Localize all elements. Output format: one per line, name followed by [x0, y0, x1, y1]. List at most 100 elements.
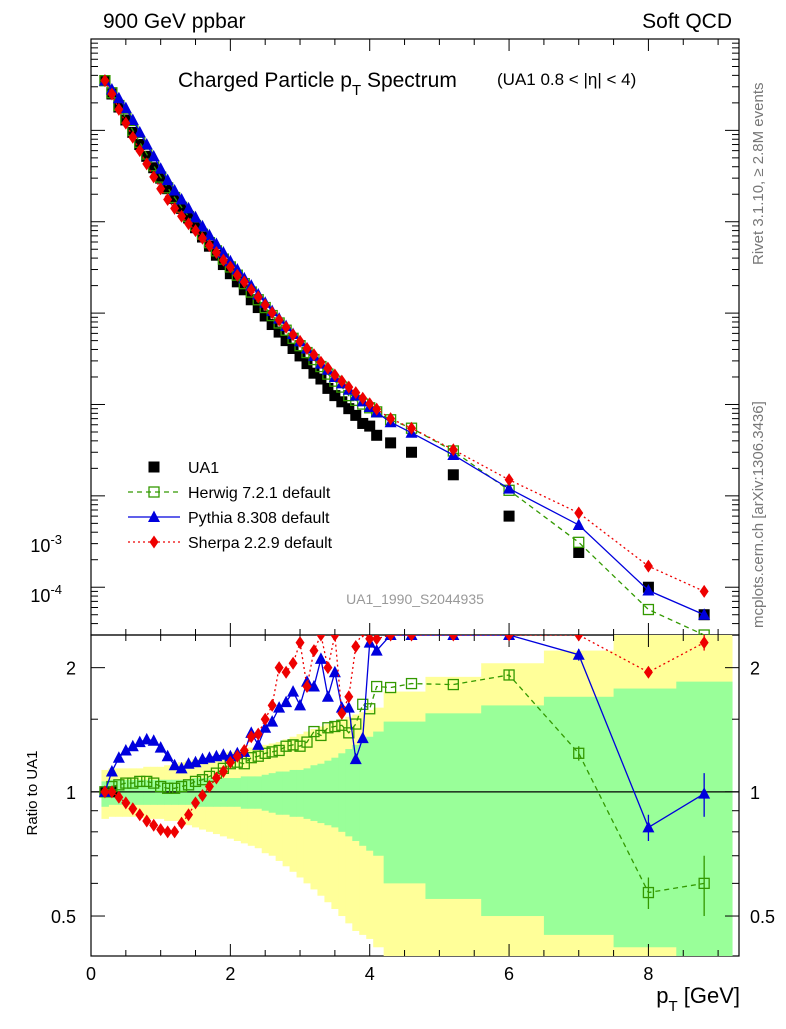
data-point-sherpa-2-2-9-default: [372, 402, 382, 416]
ratio-point-herwig-7-2-1-default: [447, 678, 459, 691]
data-point-ua1: [259, 310, 271, 322]
data-point-sherpa-2-2-9-default: [100, 74, 110, 88]
ratio-point-sherpa-2-2-9-default: [253, 727, 263, 741]
data-point-sherpa-2-2-9-default: [211, 246, 221, 260]
data-point-ua1: [280, 335, 292, 347]
xaxis-label: pT [GeV]: [656, 983, 740, 1015]
band-green-bin: [317, 763, 325, 824]
ratio-point-sherpa-2-2-9-default: [163, 825, 173, 839]
ratio-point-herwig-7-2-1-default: [273, 744, 285, 757]
data-point-pythia-8-308-default: [572, 518, 585, 530]
data-point-pythia-8-308-default: [168, 183, 181, 196]
ratio-point-sherpa-2-2-9-default: [267, 698, 277, 712]
ratio-point-herwig-7-2-1-default: [245, 752, 257, 764]
data-point-ua1: [357, 417, 369, 429]
band-green-bin: [289, 769, 298, 817]
data-point-sherpa-2-2-9-default: [107, 87, 117, 101]
ratio-point-sherpa-2-2-9-default: [360, 635, 365, 638]
data-point-sherpa-2-2-9-default: [253, 290, 263, 304]
data-point-pythia-8-308-default: [119, 101, 132, 114]
axis-ticks: 0 2 4 6 8 0.5 0.5 1 1 2 2: [51, 38, 775, 984]
ratio-point-sherpa-2-2-9-default: [574, 635, 584, 642]
ratio-point-pythia-8-308-default: [294, 698, 307, 711]
data-point-pythia-8-308-default: [203, 228, 216, 241]
data-point-ua1: [308, 367, 320, 379]
ratio-point-sherpa-2-2-9-default: [191, 796, 201, 810]
legend-marker-pythia-8-308-default: [148, 510, 160, 522]
legend-marker-ua1: [148, 461, 160, 473]
legend-marker-herwig-7-2-1-default: [148, 486, 160, 498]
ratio-ytick-label-right: 2: [750, 659, 760, 679]
ratio-point-sherpa-2-2-9-default: [323, 661, 333, 675]
ratio-point-sherpa-2-2-9-default: [643, 665, 653, 679]
data-point-pythia-8-308-default: [175, 193, 188, 205]
data-point-sherpa-2-2-9-default: [302, 341, 312, 355]
data-point-pythia-8-308-default: [217, 246, 230, 258]
xtick-label: 8: [643, 964, 653, 984]
data-point-pythia-8-308-default: [189, 210, 202, 223]
chart-title-cut: (UA1 0.8 < |η| < 4): [497, 70, 636, 89]
ratio-point-herwig-7-2-1-default: [134, 775, 146, 788]
data-point-ua1: [371, 429, 383, 441]
data-point-pythia-8-308-default: [112, 91, 125, 104]
data-point-sherpa-2-2-9-default: [232, 268, 242, 282]
chart-title: Charged Particle pT Spectrum: [178, 69, 457, 99]
ratio-point-herwig-7-2-1-default: [287, 739, 299, 751]
ratio-point-sherpa-2-2-9-default: [386, 635, 396, 642]
ratio-point-pythia-8-308-default: [119, 743, 132, 756]
legend-label-herwig-7-2-1-default: Herwig 7.2.1 default: [188, 485, 331, 502]
ratio-point-sherpa-2-2-9-default: [239, 743, 249, 757]
ratio-point-herwig-7-2-1-default: [384, 681, 397, 694]
header-left: 900 GeV ppbar: [103, 10, 245, 33]
ratio-point-sherpa-2-2-9-default: [107, 785, 117, 799]
data-point-ua1: [350, 409, 362, 421]
data-point-ua1: [503, 510, 515, 522]
ratio-point-sherpa-2-2-9-default: [337, 706, 347, 720]
ratio-point-sherpa-2-2-9-default: [330, 635, 340, 642]
ratio-point-pythia-8-308-default: [168, 758, 181, 771]
data-point-sherpa-2-2-9-default: [448, 443, 458, 457]
ratio-point-pythia-8-308-default: [126, 739, 139, 752]
data-point-sherpa-2-2-9-default: [114, 102, 124, 116]
data-point-ua1: [141, 150, 153, 162]
ratio-point-sherpa-2-2-9-default: [149, 818, 159, 832]
ratio-point-pythia-8-308-default: [321, 690, 334, 702]
ratio-point-herwig-7-2-1-default: [141, 775, 153, 788]
ratio-point-herwig-7-2-1-default: [196, 774, 209, 786]
xtick-label: 4: [365, 964, 375, 984]
ratio-point-sherpa-2-2-9-default: [281, 665, 291, 679]
data-point-pythia-8-308-default: [147, 149, 160, 162]
data-point-ua1: [406, 446, 418, 458]
ratio-point-sherpa-2-2-9-default: [218, 765, 228, 779]
ratio-point-sherpa-2-2-9-default: [365, 635, 375, 646]
data-point-pythia-8-308-default: [698, 608, 711, 620]
ratio-point-sherpa-2-2-9-default: [344, 690, 354, 704]
band-green-bin: [296, 769, 305, 817]
band-green-bin: [331, 757, 339, 828]
ratio-point-herwig-7-2-1-default: [259, 747, 271, 759]
data-point-ua1: [287, 342, 299, 354]
data-point-sherpa-2-2-9-default: [149, 170, 159, 184]
ratio-point-pythia-8-308-default: [112, 751, 125, 763]
ratio-point-sherpa-2-2-9-default: [246, 730, 256, 744]
ratio-point-herwig-7-2-1-default: [120, 777, 132, 789]
ratio-point-herwig-7-2-1-default: [148, 777, 160, 789]
ratio-point-pythia-8-308-default: [189, 755, 202, 768]
ratio-point-herwig-7-2-1-default: [698, 877, 710, 890]
data-point-sherpa-2-2-9-default: [191, 224, 201, 238]
analysis-watermark: UA1_1990_S2044935: [346, 591, 484, 607]
band-green-bin: [543, 696, 615, 935]
ratio-point-herwig-7-2-1-default: [336, 719, 348, 731]
main-ytick-label-1e-4: 10-4: [30, 582, 62, 606]
ratio-point-pythia-8-308-default: [259, 721, 272, 733]
data-point-ua1: [273, 326, 285, 338]
ratio-point-herwig-7-2-1-default: [155, 780, 167, 793]
ratio-point-pythia-8-308-default: [224, 749, 237, 762]
data-point-ua1: [266, 319, 278, 331]
ratio-point-pythia-8-308-default: [161, 749, 174, 762]
ratio-point-herwig-7-2-1-default: [371, 680, 383, 693]
ratio-ytick-label-left: 0.5: [51, 907, 76, 927]
data-point-ua1: [238, 284, 250, 296]
